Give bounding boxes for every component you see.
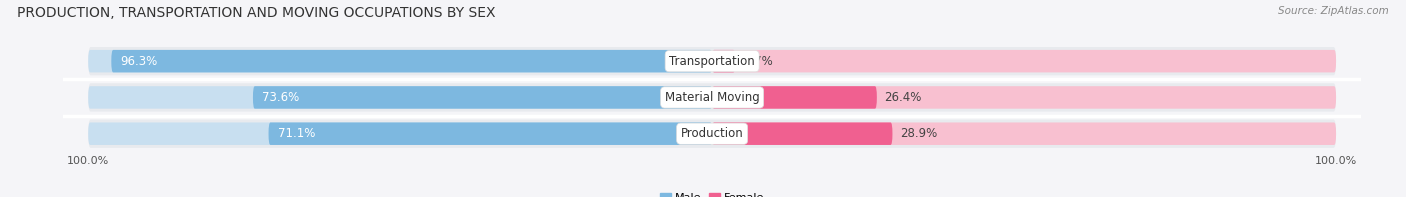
FancyBboxPatch shape	[713, 123, 1336, 145]
Text: 26.4%: 26.4%	[884, 91, 922, 104]
FancyBboxPatch shape	[89, 47, 1336, 75]
FancyBboxPatch shape	[713, 86, 877, 109]
Text: Source: ZipAtlas.com: Source: ZipAtlas.com	[1278, 6, 1389, 16]
FancyBboxPatch shape	[89, 120, 1336, 148]
FancyBboxPatch shape	[89, 83, 1336, 112]
FancyBboxPatch shape	[89, 86, 713, 109]
Text: Transportation: Transportation	[669, 55, 755, 68]
Legend: Male, Female: Male, Female	[655, 188, 769, 197]
FancyBboxPatch shape	[713, 50, 735, 72]
Text: 28.9%: 28.9%	[900, 127, 938, 140]
FancyBboxPatch shape	[89, 50, 713, 72]
Text: 3.7%: 3.7%	[742, 55, 772, 68]
FancyBboxPatch shape	[253, 86, 713, 109]
Text: Production: Production	[681, 127, 744, 140]
Text: PRODUCTION, TRANSPORTATION AND MOVING OCCUPATIONS BY SEX: PRODUCTION, TRANSPORTATION AND MOVING OC…	[17, 6, 495, 20]
Text: 73.6%: 73.6%	[263, 91, 299, 104]
Text: 96.3%: 96.3%	[121, 55, 157, 68]
Text: Material Moving: Material Moving	[665, 91, 759, 104]
FancyBboxPatch shape	[111, 50, 713, 72]
FancyBboxPatch shape	[713, 50, 1336, 72]
FancyBboxPatch shape	[713, 86, 1336, 109]
Text: 71.1%: 71.1%	[278, 127, 315, 140]
FancyBboxPatch shape	[713, 123, 893, 145]
FancyBboxPatch shape	[269, 123, 713, 145]
FancyBboxPatch shape	[89, 123, 713, 145]
